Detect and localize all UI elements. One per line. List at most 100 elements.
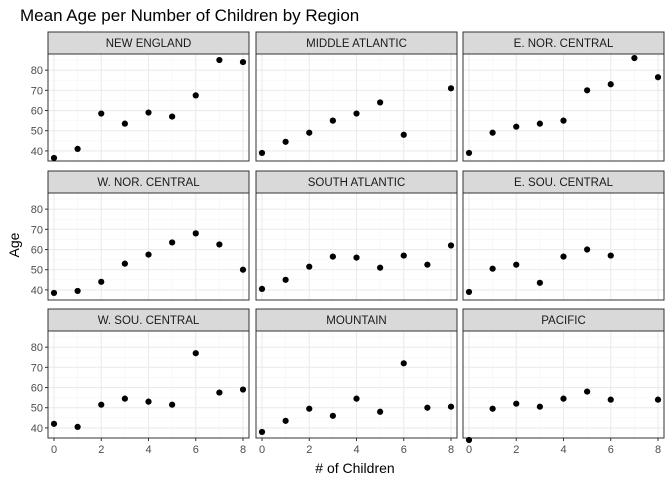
data-point <box>192 230 199 237</box>
facet-strip-label: MIDDLE ATLANTIC <box>306 38 407 50</box>
data-point <box>329 117 336 124</box>
data-point <box>239 266 247 273</box>
data-point <box>536 120 543 127</box>
data-point <box>192 350 199 357</box>
data-point <box>74 287 81 295</box>
panel-border <box>47 192 250 301</box>
y-tick-label: 70 <box>31 85 43 97</box>
data-point <box>560 395 567 402</box>
facet-panel: E. SOU. CENTRAL <box>462 170 665 301</box>
data-point <box>169 113 176 120</box>
data-point <box>258 428 266 436</box>
facet-strip-label: NEW ENGLAND <box>106 38 192 50</box>
y-tick-label: 50 <box>31 265 43 277</box>
x-tick-label: 4 <box>353 444 359 456</box>
data-point <box>489 405 496 412</box>
y-tick-label: 60 <box>31 245 43 257</box>
facet-strip-label: MOUNTAIN <box>326 315 386 327</box>
x-tick-label: 2 <box>306 444 312 456</box>
data-point <box>258 285 266 292</box>
data-point <box>447 242 455 249</box>
facet-panel: MIDDLE ATLANTIC <box>255 31 458 162</box>
x-tick-label: 8 <box>655 444 661 456</box>
data-point <box>607 81 614 88</box>
y-tick-label: 70 <box>31 224 43 236</box>
x-tick-label: 4 <box>560 444 566 456</box>
facet-strip-label: SOUTH ATLANTIC <box>308 177 406 189</box>
data-point <box>584 246 591 253</box>
data-point <box>353 395 360 402</box>
panel-border <box>462 53 665 162</box>
x-tick-label: 2 <box>513 444 519 456</box>
x-tick-label: 0 <box>259 444 265 456</box>
data-point <box>239 58 247 66</box>
y-tick-label: 60 <box>31 383 43 395</box>
data-point <box>465 436 473 444</box>
data-point <box>306 263 313 270</box>
y-tick-label: 60 <box>31 106 43 118</box>
data-point <box>74 145 81 152</box>
data-point <box>654 74 662 81</box>
data-point <box>424 261 431 268</box>
data-point <box>447 403 455 410</box>
data-point <box>465 149 473 157</box>
data-point <box>121 120 128 127</box>
data-point <box>377 264 384 271</box>
data-point <box>400 360 407 367</box>
data-point <box>169 239 176 246</box>
data-point <box>513 400 520 407</box>
data-point <box>98 278 105 285</box>
data-point <box>560 253 567 260</box>
y-tick-label: 40 <box>31 285 43 297</box>
panel-border <box>462 192 665 301</box>
facet-strip-label: W. SOU. CENTRAL <box>98 315 200 327</box>
facet-strip-label: E. NOR. CENTRAL <box>514 38 614 50</box>
data-point <box>465 288 473 296</box>
data-point <box>74 423 81 430</box>
facet-panel: PACIFIC 0 2 4 6 8 <box>462 308 665 456</box>
data-point <box>216 389 223 396</box>
x-tick-label: 0 <box>466 444 472 456</box>
data-point <box>306 129 313 136</box>
data-point <box>216 241 223 248</box>
data-point <box>329 412 336 419</box>
facet-panel: MOUNTAIN 0 2 4 6 8 <box>255 308 458 456</box>
data-point <box>536 403 543 410</box>
facet-panel: NEW ENGLAND 40 50 60 70 80 <box>31 31 250 162</box>
x-tick-label: 6 <box>608 444 614 456</box>
data-point <box>513 261 520 268</box>
y-tick-label: 50 <box>31 403 43 415</box>
data-point <box>192 92 199 99</box>
data-point <box>560 117 567 124</box>
facet-strip-label: E. SOU. CENTRAL <box>514 177 614 189</box>
data-point <box>98 401 105 408</box>
data-point <box>145 398 152 405</box>
x-tick-label: 8 <box>240 444 246 456</box>
data-point <box>607 396 614 403</box>
data-point <box>424 404 431 411</box>
data-point <box>489 129 496 136</box>
data-point <box>258 149 266 157</box>
data-point <box>50 420 58 427</box>
data-point <box>50 154 58 162</box>
chart-title: Mean Age per Number of Children by Regio… <box>20 6 359 25</box>
data-point <box>145 251 152 258</box>
panel-border <box>47 53 250 162</box>
data-point <box>654 396 662 403</box>
x-axis-title: # of Children <box>315 460 394 476</box>
data-point <box>377 99 384 106</box>
y-tick-label: 80 <box>31 65 43 77</box>
panel-border <box>255 192 458 301</box>
x-tick-label: 6 <box>401 444 407 456</box>
data-point <box>377 408 384 415</box>
data-point <box>98 110 105 117</box>
x-tick-label: 4 <box>145 444 151 456</box>
data-point <box>306 405 313 412</box>
y-tick-label: 70 <box>31 362 43 374</box>
y-tick-label: 40 <box>31 146 43 158</box>
data-point <box>400 131 407 138</box>
data-point <box>121 260 128 267</box>
facet-panel: SOUTH ATLANTIC <box>255 170 458 301</box>
data-point <box>145 109 152 116</box>
